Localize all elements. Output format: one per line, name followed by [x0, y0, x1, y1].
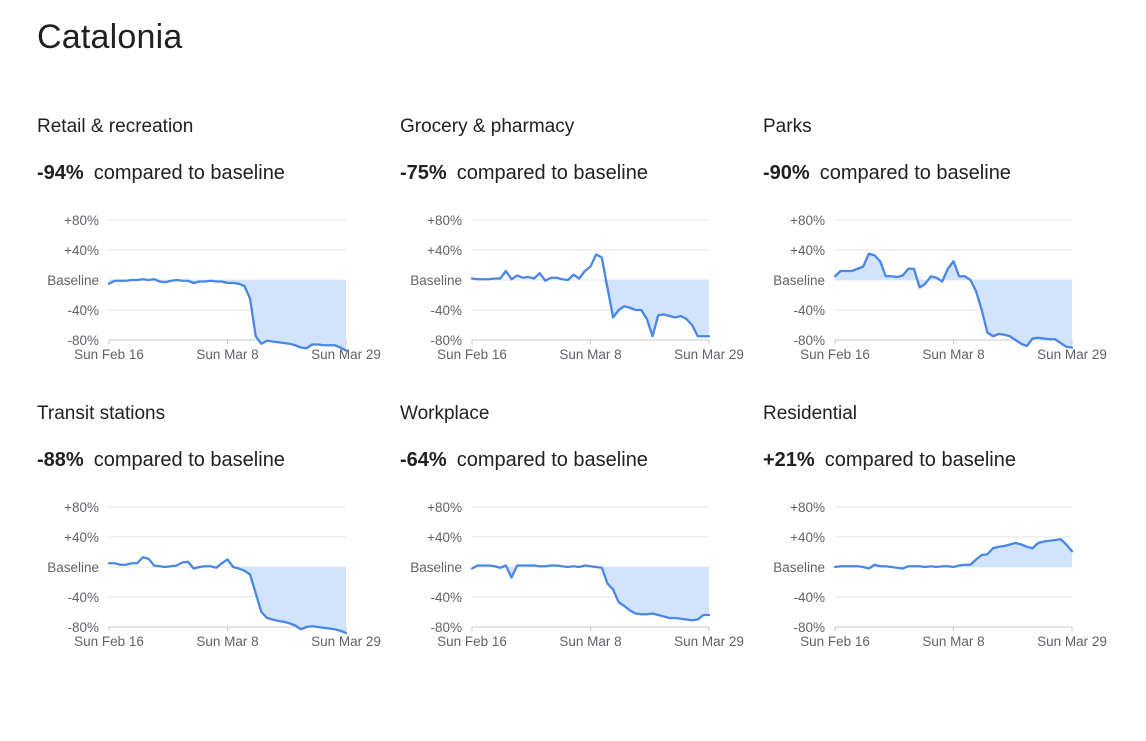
panel-stat: -94% compared to baseline: [37, 162, 285, 185]
series-line: [470, 564, 711, 622]
stat-label: compared to baseline: [93, 162, 285, 184]
baseline-difference-area: [835, 253, 1072, 348]
x-tick-label: Sun Mar 29: [311, 634, 381, 649]
y-tick-label: +40%: [790, 243, 825, 258]
y-tick-label: Baseline: [773, 273, 825, 288]
y-tick-label: -40%: [793, 303, 825, 318]
panel-title: Transit stations: [37, 403, 166, 424]
stat-label: compared to baseline: [824, 449, 1016, 471]
y-tick-label: -80%: [430, 620, 462, 635]
panel-workplace: Workplace -64% compared to baseline +80% +…: [400, 403, 745, 663]
y-tick-label: -40%: [793, 590, 825, 605]
chart-grocery-pharmacy: +80% +40% Baseline -40% -80%Sun Feb 16 Sun Ma…: [410, 213, 744, 362]
y-tick-label: +80%: [427, 213, 462, 228]
panel-title: Workplace: [400, 403, 490, 424]
x-tick-label: Sun Feb 16: [800, 347, 870, 362]
page-title: Catalonia: [37, 18, 183, 56]
y-tick-label: -80%: [430, 333, 462, 348]
y-tick-label: -40%: [67, 590, 99, 605]
x-tick-label: Sun Feb 16: [74, 347, 144, 362]
baseline-difference-area: [835, 539, 1072, 567]
x-tick-label: Sun Mar 29: [311, 347, 381, 362]
y-tick-label: -40%: [430, 303, 462, 318]
y-tick-label: +40%: [790, 530, 825, 545]
panel-title: Grocery & pharmacy: [400, 116, 575, 137]
x-tick-label: Sun Mar 8: [559, 634, 621, 649]
panel-parks: Parks -90% compared to baseline +80% +40% B…: [763, 116, 1108, 376]
panel-residential: Residential +21% compared to baseline +80…: [763, 403, 1108, 663]
chart-transit-stations: +80% +40% Baseline -40% -80%Sun Feb 16 Sun Ma…: [47, 500, 381, 649]
stat-value: +21%: [763, 449, 815, 471]
x-tick-label: Sun Feb 16: [437, 347, 507, 362]
stat-value: -64%: [400, 449, 447, 471]
y-tick-label: Baseline: [773, 560, 825, 575]
baseline-difference-area: [472, 567, 709, 621]
x-tick-label: Sun Mar 29: [1037, 634, 1107, 649]
panel-title: Residential: [763, 403, 857, 424]
x-tick-label: Sun Mar 29: [674, 634, 744, 649]
y-tick-label: -40%: [430, 590, 462, 605]
series-line: [833, 252, 1074, 349]
stat-label: compared to baseline: [456, 162, 648, 184]
panel-title: Retail & recreation: [37, 116, 194, 137]
chart-workplace: +80% +40% Baseline -40% -80%Sun Feb 16 Sun Ma…: [410, 500, 744, 649]
y-tick-label: -80%: [793, 620, 825, 635]
stat-value: -75%: [400, 162, 447, 184]
series-line: [107, 278, 348, 352]
y-tick-label: +40%: [427, 243, 462, 258]
panel-stat: -88% compared to baseline: [37, 449, 285, 472]
y-tick-label: +80%: [64, 213, 99, 228]
y-tick-label: +40%: [427, 530, 462, 545]
y-tick-label: -80%: [67, 333, 99, 348]
stat-value: -90%: [763, 162, 810, 184]
y-tick-label: Baseline: [47, 560, 99, 575]
y-tick-label: +80%: [427, 500, 462, 515]
y-tick-label: Baseline: [410, 273, 462, 288]
panel-grocery-pharmacy: Grocery & pharmacy -75% compared to basel…: [400, 116, 745, 376]
y-tick-label: -80%: [793, 333, 825, 348]
stat-value: -88%: [37, 449, 84, 471]
panel-transit-stations: Transit stations -88% compared to baselin…: [37, 403, 382, 663]
chart-retail-recreation: +80% +40% Baseline -40% -80%Sun Feb 16 Sun Ma…: [47, 213, 381, 362]
chart-parks: +80% +40% Baseline -40% -80%Sun Feb 16 Sun Ma…: [773, 213, 1107, 362]
stat-label: compared to baseline: [93, 449, 285, 471]
panel-stat: -90% compared to baseline: [763, 162, 1011, 185]
y-tick-label: +40%: [64, 530, 99, 545]
chart-residential: +80% +40% Baseline -40% -80%Sun Feb 16 Sun Ma…: [773, 500, 1107, 649]
y-tick-label: +80%: [64, 500, 99, 515]
series-line: [107, 556, 348, 635]
y-tick-label: +80%: [790, 213, 825, 228]
x-tick-label: Sun Mar 8: [922, 634, 984, 649]
panel-title: Parks: [763, 116, 812, 137]
panel-stat: +21% compared to baseline: [763, 449, 1016, 472]
panel-retail-recreation: Retail & recreation -94% compared to base…: [37, 116, 382, 376]
x-tick-label: Sun Mar 8: [196, 634, 258, 649]
baseline-difference-area: [109, 567, 346, 633]
x-tick-label: Sun Mar 8: [922, 347, 984, 362]
series-line: [833, 538, 1074, 570]
panel-stat: -75% compared to baseline: [400, 162, 648, 185]
series-line: [470, 253, 711, 338]
x-tick-label: Sun Feb 16: [437, 634, 507, 649]
baseline-difference-area: [109, 280, 346, 351]
y-tick-label: +40%: [64, 243, 99, 258]
x-tick-label: Sun Mar 29: [1037, 347, 1107, 362]
x-tick-label: Sun Mar 8: [196, 347, 258, 362]
panel-stat: -64% compared to baseline: [400, 449, 648, 472]
x-tick-label: Sun Feb 16: [800, 634, 870, 649]
y-tick-label: Baseline: [410, 560, 462, 575]
y-tick-label: -40%: [67, 303, 99, 318]
y-tick-label: -80%: [67, 620, 99, 635]
stat-value: -94%: [37, 162, 84, 184]
x-tick-label: Sun Mar 8: [559, 347, 621, 362]
x-tick-label: Sun Mar 29: [674, 347, 744, 362]
stat-label: compared to baseline: [456, 449, 648, 471]
y-tick-label: +80%: [790, 500, 825, 515]
baseline-difference-area: [472, 280, 709, 337]
y-tick-label: Baseline: [47, 273, 99, 288]
stat-label: compared to baseline: [819, 162, 1011, 184]
x-tick-label: Sun Feb 16: [74, 634, 144, 649]
